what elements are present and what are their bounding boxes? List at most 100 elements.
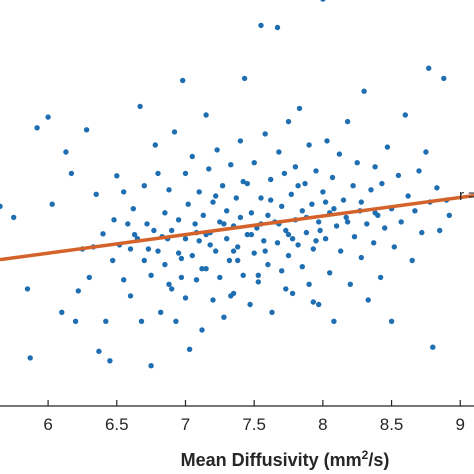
data-point <box>196 189 202 195</box>
data-point <box>169 286 175 292</box>
data-point <box>235 257 241 264</box>
data-point <box>317 227 323 234</box>
data-point <box>299 264 305 270</box>
data-point <box>331 206 337 212</box>
data-point <box>384 144 391 150</box>
data-point <box>405 193 411 199</box>
data-point <box>289 236 296 242</box>
data-point <box>233 195 239 201</box>
data-point <box>354 160 360 166</box>
data-point <box>11 214 17 221</box>
data-point <box>114 173 120 179</box>
data-point <box>388 318 395 324</box>
data-point <box>217 274 223 281</box>
data-point <box>171 129 178 135</box>
data-point <box>333 223 340 229</box>
data-point <box>155 170 161 177</box>
data-point <box>382 225 388 231</box>
data-point <box>75 288 82 294</box>
data-point <box>175 250 182 256</box>
data-point <box>203 266 209 272</box>
data-point <box>338 248 344 254</box>
data-point <box>261 238 267 244</box>
data-point <box>268 176 274 183</box>
data-point <box>230 248 237 254</box>
data-point <box>430 344 436 350</box>
data-point <box>295 183 301 189</box>
data-point <box>173 318 179 324</box>
data-point <box>148 272 154 278</box>
data-point <box>306 142 312 148</box>
data-point <box>320 0 326 2</box>
x-tick-label: 9 <box>456 415 465 434</box>
data-point <box>200 212 206 218</box>
data-point <box>310 246 316 252</box>
data-point <box>358 254 364 261</box>
data-point <box>340 197 347 203</box>
x-axis-title: Mean Diffusivity (mm2/s) <box>181 448 390 470</box>
data-point <box>141 183 147 189</box>
data-point <box>343 214 349 221</box>
data-point <box>141 257 147 264</box>
data-point <box>372 164 378 170</box>
data-point <box>145 246 152 252</box>
data-point <box>224 236 230 242</box>
data-point <box>213 193 219 199</box>
data-point <box>395 172 402 179</box>
data-point <box>255 279 261 285</box>
data-point <box>107 358 113 364</box>
data-point <box>327 270 333 276</box>
data-point <box>175 217 182 223</box>
data-point <box>180 77 186 84</box>
data-point <box>221 221 227 227</box>
data-point <box>434 185 440 191</box>
data-point <box>255 272 261 278</box>
data-point <box>189 252 195 259</box>
data-point <box>226 257 233 264</box>
data-point <box>196 238 202 244</box>
data-point <box>155 248 161 254</box>
data-point <box>344 219 351 225</box>
data-point <box>316 301 322 308</box>
data-point <box>59 309 65 315</box>
data-point <box>27 355 33 361</box>
data-point <box>409 257 415 264</box>
data-point <box>268 197 274 203</box>
data-point <box>324 138 330 144</box>
data-point <box>302 180 308 187</box>
data-point <box>121 277 127 283</box>
data-point <box>274 24 281 31</box>
data-point <box>313 238 319 244</box>
data-point <box>244 180 250 187</box>
data-point <box>100 231 106 237</box>
data-point <box>377 274 384 281</box>
data-point <box>336 151 343 157</box>
data-point <box>213 248 219 254</box>
data-point <box>228 162 234 168</box>
data-point <box>127 246 134 252</box>
data-point <box>258 195 264 201</box>
data-point <box>361 88 367 94</box>
data-point <box>169 227 175 234</box>
data-point <box>285 231 292 238</box>
axes: 6 6.5 7 7.5 8 8.5 9 <box>0 400 474 434</box>
data-points <box>0 0 452 369</box>
x-tick-label: 6.5 <box>105 415 129 434</box>
x-tick-label: 7.5 <box>242 415 266 434</box>
data-point <box>237 138 244 144</box>
data-point <box>130 206 136 212</box>
data-point <box>262 131 268 137</box>
data-point <box>279 203 285 209</box>
data-point <box>365 297 371 303</box>
data-point <box>182 236 189 242</box>
data-point <box>423 149 429 155</box>
data-point <box>292 164 299 170</box>
x-tick-label: 6 <box>43 415 52 434</box>
data-point <box>402 112 408 118</box>
data-point <box>299 208 305 214</box>
data-point <box>310 299 316 305</box>
data-point <box>111 217 117 223</box>
data-point <box>412 208 418 214</box>
data-point <box>358 199 364 205</box>
